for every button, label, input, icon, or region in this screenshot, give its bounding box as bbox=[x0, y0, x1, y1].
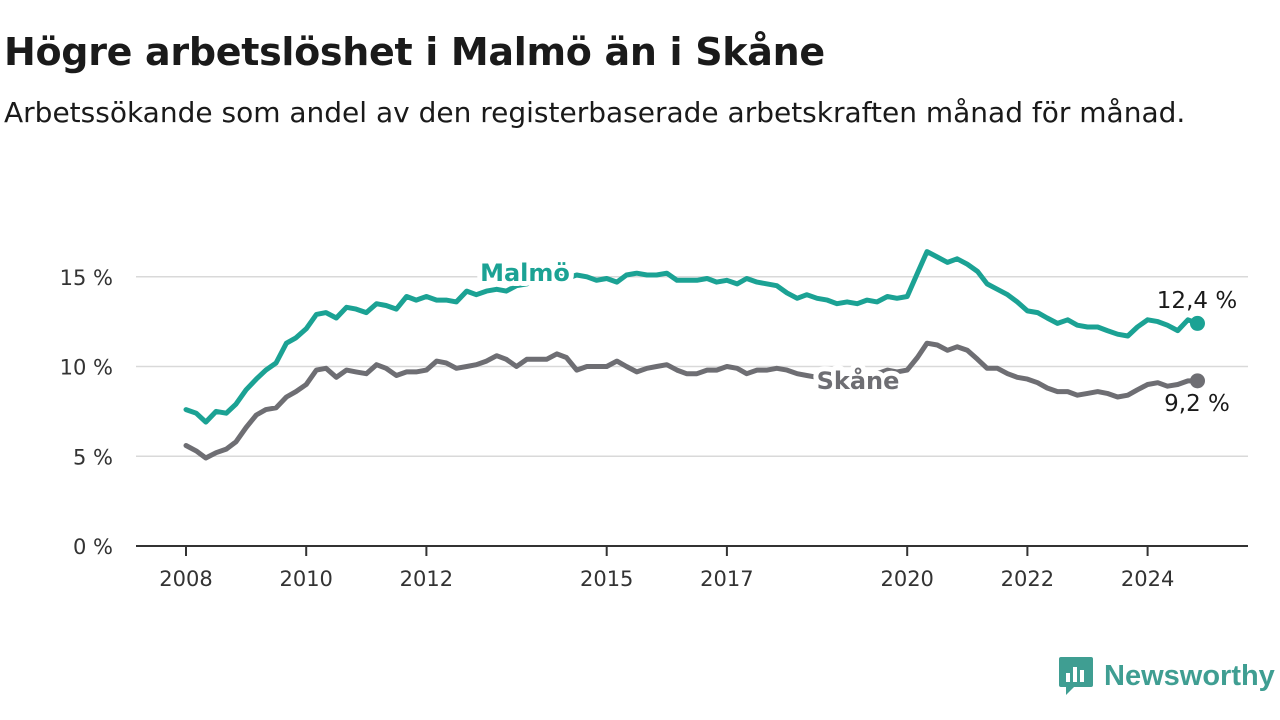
series-line-skane bbox=[183, 340, 1200, 461]
brand-name: Newsworthy bbox=[1104, 659, 1275, 692]
x-tick-label: 2024 bbox=[1121, 567, 1174, 591]
brand-logo: Newsworthy bbox=[1058, 654, 1275, 698]
y-tick-label: 15 % bbox=[60, 266, 113, 290]
x-axis bbox=[136, 545, 1248, 556]
x-tick-label: 2020 bbox=[880, 567, 933, 591]
x-tick-label: 2017 bbox=[700, 567, 753, 591]
series-label-halo-malmo: Malmö bbox=[480, 259, 570, 287]
gridlines bbox=[136, 276, 1248, 457]
series-lines bbox=[183, 249, 1205, 461]
y-axis-tick-labels: 0 % 5 % 10 % 15 % bbox=[60, 266, 113, 559]
chart-title: Högre arbetslöshet i Malmö än i Skåne bbox=[4, 30, 825, 74]
end-point-malmo bbox=[1189, 315, 1205, 331]
x-tick-label: 2010 bbox=[279, 567, 332, 591]
x-tick-label: 2012 bbox=[400, 567, 453, 591]
x-axis-tick-labels: 2008 2010 2012 2015 2017 2020 2022 2024 bbox=[159, 567, 1174, 591]
x-tick-label: 2008 bbox=[159, 567, 212, 591]
series-line-malmo bbox=[183, 249, 1200, 425]
y-tick-label: 0 % bbox=[73, 535, 113, 559]
x-tick-label: 2015 bbox=[580, 567, 633, 591]
newsworthy-logo-icon bbox=[1059, 657, 1093, 695]
line-chart: 0 %5 %10 %15 % 2008 2010 2012 2015 2017 2020 2… bbox=[60, 249, 1248, 591]
end-value-label-skane: 9,2 % bbox=[1164, 391, 1230, 417]
series-label-skane: Skåne bbox=[817, 366, 900, 395]
end-value-label-malmo: 12,4 % bbox=[1157, 288, 1237, 314]
x-tick-label: 2022 bbox=[1001, 567, 1054, 591]
y-tick-label: 10 % bbox=[60, 356, 113, 380]
chart-subtitle: Arbetssökande som andel av den registerb… bbox=[4, 96, 1186, 129]
series-label-halo-skane: Skåne bbox=[817, 366, 900, 395]
series-label-malmo: Malmö bbox=[480, 259, 570, 287]
end-point-skane bbox=[1189, 373, 1205, 389]
y-tick-label: 5 % bbox=[73, 445, 113, 469]
